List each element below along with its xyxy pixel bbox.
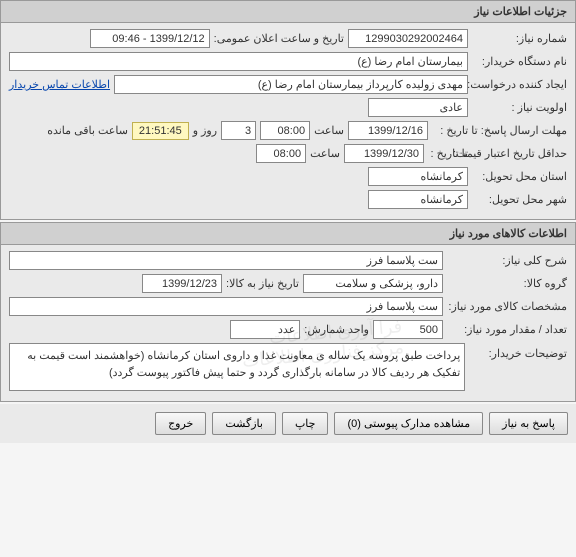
need-date-value: 1399/12/23 bbox=[142, 274, 222, 293]
response-due-time-label: ساعت bbox=[314, 124, 344, 137]
validity-min-label: حداقل تاریخ اعتبار قیمت: bbox=[472, 147, 567, 160]
validity-min-time: 08:00 bbox=[256, 144, 306, 163]
need-details-header: جزئیات اطلاعات نیاز bbox=[1, 1, 575, 23]
attachments-button[interactable]: مشاهده مدارک پیوستی (0) bbox=[334, 412, 483, 435]
request-creator-label: ایجاد کننده درخواست: bbox=[472, 78, 567, 91]
goods-info-title: اطلاعات کالاهای مورد نیاز bbox=[450, 228, 567, 240]
delivery-province-label: استان محل تحویل: bbox=[472, 170, 567, 183]
need-number-label: شماره نیاز: bbox=[472, 32, 567, 45]
print-button[interactable]: چاپ bbox=[282, 412, 329, 435]
goods-spec-label: مشخصات کالای مورد نیاز: bbox=[447, 300, 567, 313]
goods-info-header: اطلاعات کالاهای مورد نیاز bbox=[1, 223, 575, 245]
buyer-device-value: بیمارستان امام رضا (ع) bbox=[9, 52, 468, 71]
quantity-value: 500 bbox=[373, 320, 443, 339]
buyer-contact-link[interactable]: اطلاعات تماس خریدار bbox=[9, 78, 110, 91]
validity-min-date: 1399/12/30 bbox=[344, 144, 424, 163]
goods-group-value: دارو، پزشکی و سلامت bbox=[303, 274, 443, 293]
unit-label: واحد شمارش: bbox=[304, 323, 369, 336]
remaining-label: ساعت باقی مانده bbox=[47, 124, 128, 137]
response-due-time: 08:00 bbox=[260, 121, 310, 140]
need-details-title: جزئیات اطلاعات نیاز bbox=[474, 6, 567, 18]
need-date-label: تاریخ نیاز به کالا: bbox=[226, 277, 299, 290]
goods-info-section: اطلاعات کالاهای مورد نیاز فرا آوری اطلاع… bbox=[0, 222, 576, 402]
back-button[interactable]: بازگشت bbox=[212, 412, 276, 435]
days-label: روز و bbox=[193, 124, 217, 137]
exit-button[interactable]: خروج bbox=[155, 412, 206, 435]
action-bar: پاسخ به نیاز مشاهده مدارک پیوستی (0) چاپ… bbox=[0, 404, 576, 443]
announce-date-label: تاریخ و ساعت اعلان عمومی: bbox=[214, 32, 344, 45]
quantity-label: تعداد / مقدار مورد نیاز: bbox=[447, 323, 567, 336]
respond-button[interactable]: پاسخ به نیاز bbox=[489, 412, 568, 435]
days-remaining: 3 bbox=[221, 121, 256, 140]
unit-value: عدد bbox=[230, 320, 300, 339]
request-creator-value: مهدی زولیده کارپرداز بیمارستان امام رضا … bbox=[114, 75, 468, 94]
goods-spec-value: ست پلاسما فرز bbox=[9, 297, 443, 316]
validity-to-date-label: تا تاریخ : bbox=[428, 147, 468, 160]
general-desc-value: ست پلاسما فرز bbox=[9, 251, 443, 270]
announce-date-value: 1399/12/12 - 09:46 bbox=[90, 29, 210, 48]
countdown-timer: 21:51:45 bbox=[132, 122, 189, 140]
need-details-section: جزئیات اطلاعات نیاز شماره نیاز: 12990302… bbox=[0, 0, 576, 220]
response-due-label: مهلت ارسال پاسخ: تا تاریخ : bbox=[432, 124, 567, 137]
delivery-city-label: شهر محل تحویل: bbox=[472, 193, 567, 206]
delivery-city-value: کرمانشاه bbox=[368, 190, 468, 209]
delivery-province-value: کرمانشاه bbox=[368, 167, 468, 186]
goods-group-label: گروه کالا: bbox=[447, 277, 567, 290]
need-number-value: 1299030292002464 bbox=[348, 29, 468, 48]
general-desc-label: شرح کلی نیاز: bbox=[447, 254, 567, 267]
buyer-device-label: نام دستگاه خریدار: bbox=[472, 55, 567, 68]
response-due-date: 1399/12/16 bbox=[348, 121, 428, 140]
buyer-notes-label: توضیحات خریدار: bbox=[469, 343, 567, 360]
buyer-notes-value: پرداخت طبق پروسه یک ساله ی معاونت غذا و … bbox=[9, 343, 465, 391]
validity-time-label: ساعت bbox=[310, 147, 340, 160]
priority-value: عادی bbox=[368, 98, 468, 117]
priority-label: اولویت نیاز : bbox=[472, 101, 567, 114]
